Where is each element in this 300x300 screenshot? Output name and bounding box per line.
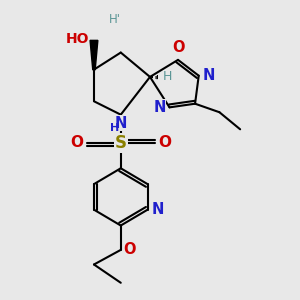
- Text: N: N: [115, 116, 127, 131]
- Text: N: N: [202, 68, 215, 83]
- Text: N: N: [154, 100, 166, 115]
- Text: N: N: [152, 202, 164, 217]
- Text: S: S: [115, 134, 127, 152]
- Text: O: O: [158, 135, 172, 150]
- Text: H: H: [110, 123, 119, 133]
- Text: HO: HO: [66, 32, 89, 46]
- Text: H: H: [163, 70, 172, 83]
- Text: H': H': [109, 13, 121, 26]
- Text: O: O: [123, 242, 136, 257]
- Polygon shape: [90, 40, 98, 70]
- Text: O: O: [70, 135, 83, 150]
- Text: O: O: [172, 40, 184, 56]
